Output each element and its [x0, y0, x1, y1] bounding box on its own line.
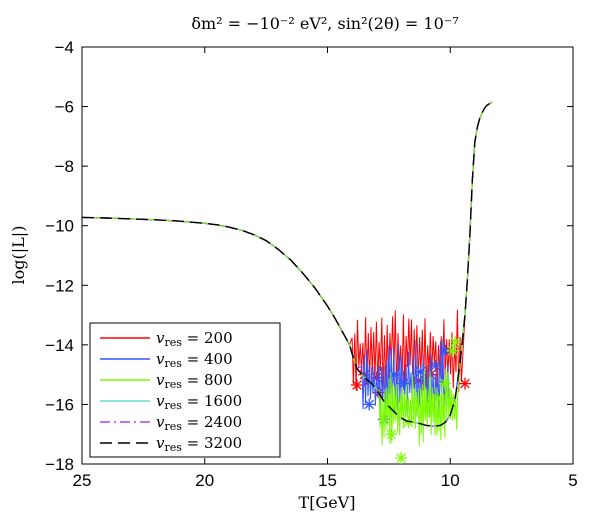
series-line — [82, 101, 493, 427]
x-tick-label: 15 — [318, 471, 337, 490]
star-marker — [422, 398, 435, 411]
legend-label: vres = 1600 — [156, 392, 242, 412]
star-marker — [439, 377, 452, 390]
y-tick-label: −6 — [55, 98, 74, 117]
star-marker — [363, 398, 376, 411]
y-tick-label: −8 — [55, 157, 74, 176]
legend-label: vres = 400 — [156, 350, 233, 370]
star-marker — [414, 365, 427, 378]
star-marker — [387, 368, 400, 381]
star-marker — [397, 377, 410, 390]
y-axis-label: log(|L|) — [9, 226, 28, 285]
legend-label: vres = 3200 — [156, 434, 242, 454]
x-tick-label: 10 — [441, 471, 460, 490]
legend-entry: vres = 200 — [100, 329, 233, 349]
star-marker — [395, 452, 408, 464]
x-tick-label: 25 — [73, 471, 92, 490]
star-marker — [350, 379, 363, 392]
y-tick-label: −16 — [45, 395, 74, 414]
legend-label: vres = 200 — [156, 329, 233, 349]
y-tick-label: −18 — [45, 455, 74, 474]
star-marker — [449, 335, 462, 348]
star-marker — [385, 428, 398, 441]
x-tick-label: 20 — [195, 471, 214, 490]
y-tick-label: −10 — [45, 217, 74, 236]
legend-entry: vres = 2400 — [100, 413, 242, 433]
x-tick-label: 5 — [568, 471, 577, 490]
chart-title: δm² = −10⁻² eV², sin²(2θ) = 10⁻⁷ — [191, 14, 458, 33]
legend-label: vres = 800 — [156, 371, 233, 391]
star-marker — [429, 359, 442, 372]
y-tick-label: −12 — [45, 276, 74, 295]
x-axis-label: T[GeV] — [299, 493, 356, 512]
star-marker — [458, 377, 471, 390]
legend-entry: vres = 3200 — [100, 434, 242, 454]
legend-label: vres = 2400 — [156, 413, 242, 433]
legend-entry: vres = 800 — [100, 371, 233, 391]
legend-entry: vres = 1600 — [100, 392, 242, 412]
y-tick-label: −4 — [55, 38, 74, 57]
y-tick-label: −14 — [45, 336, 74, 355]
tick-layer: 25 20 15 10 5 −4 −6 −8 −10 −12 −14 −16 −18 — [45, 38, 578, 490]
legend-entry: vres = 400 — [100, 350, 233, 370]
series-layer — [82, 101, 493, 464]
star-marker — [446, 344, 459, 357]
star-marker — [431, 392, 444, 405]
star-marker — [402, 416, 415, 429]
star-marker — [439, 344, 452, 357]
legend-box — [89, 322, 281, 458]
